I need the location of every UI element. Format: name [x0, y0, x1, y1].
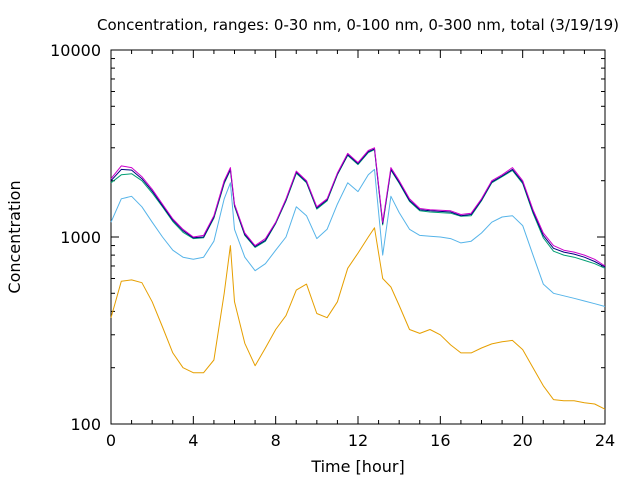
x-tick-label: 8 [271, 431, 281, 450]
series-line-0 [110, 147, 606, 267]
x-tick-label: 16 [430, 431, 450, 450]
x-axis-label: Time [hour] [310, 457, 404, 476]
x-tick-label: 0 [106, 431, 116, 450]
y-axis-label: Concentration [5, 180, 24, 293]
chart-title: Concentration, ranges: 0-30 nm, 0-100 nm… [97, 16, 619, 34]
plot-frame [110, 49, 606, 425]
y-tick-label: 10000 [50, 41, 101, 60]
axis-ticks [110, 49, 606, 425]
series-lines [110, 147, 606, 410]
x-tick-label: 12 [348, 431, 368, 450]
x-tick-label: 20 [512, 431, 532, 450]
tick-labels: 0 4 8 12 16 20 24 100 1000 10000 [50, 41, 615, 450]
series-line-2 [110, 149, 606, 269]
series-line-1 [110, 148, 606, 268]
series-line-4 [110, 227, 606, 410]
x-tick-label: 4 [188, 431, 198, 450]
x-tick-label: 24 [595, 431, 615, 450]
y-tick-label: 1000 [60, 228, 101, 247]
series-line-3 [110, 168, 606, 307]
y-tick-label: 100 [70, 415, 101, 434]
